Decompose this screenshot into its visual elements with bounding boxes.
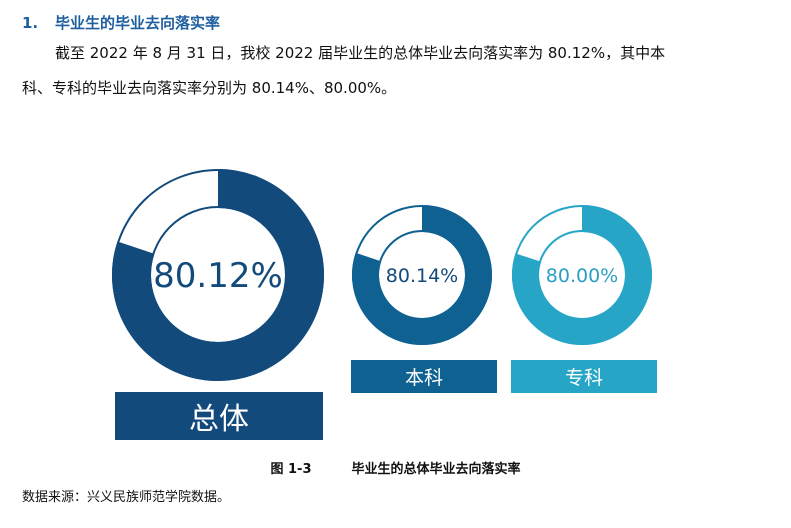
donut-value: 80.00%: [546, 265, 618, 287]
label-undergrad: 本科: [351, 360, 497, 393]
donut-arc: [112, 169, 324, 381]
paragraph-line-2: 科、专科的毕业去向落实率分别为 80.14%、80.00%。: [22, 79, 397, 97]
donut-arc: [352, 205, 492, 345]
label-total: 总体: [115, 392, 323, 440]
figure-caption: 图 1-3 毕业生的总体毕业去向落实率: [0, 458, 791, 477]
label-junior-college: 专科: [511, 360, 657, 393]
donut-arc: [512, 205, 652, 345]
figure-number: 图 1-3: [270, 462, 312, 477]
donut-value: 80.14%: [386, 265, 458, 287]
section-title: 毕业生的毕业去向落实率: [55, 14, 221, 32]
section-number: 1.: [22, 14, 39, 32]
figure-title: 毕业生的总体毕业去向落实率: [351, 462, 521, 477]
donut-value: 80.12%: [153, 256, 283, 296]
section-heading: 1. 毕业生的毕业去向落实率: [22, 12, 220, 33]
paragraph-line-1: 截至 2022 年 8 月 31 日，我校 2022 届毕业生的总体毕业去向落实…: [55, 44, 666, 62]
data-source: 数据来源：兴义民族师范学院数据。: [22, 490, 231, 505]
